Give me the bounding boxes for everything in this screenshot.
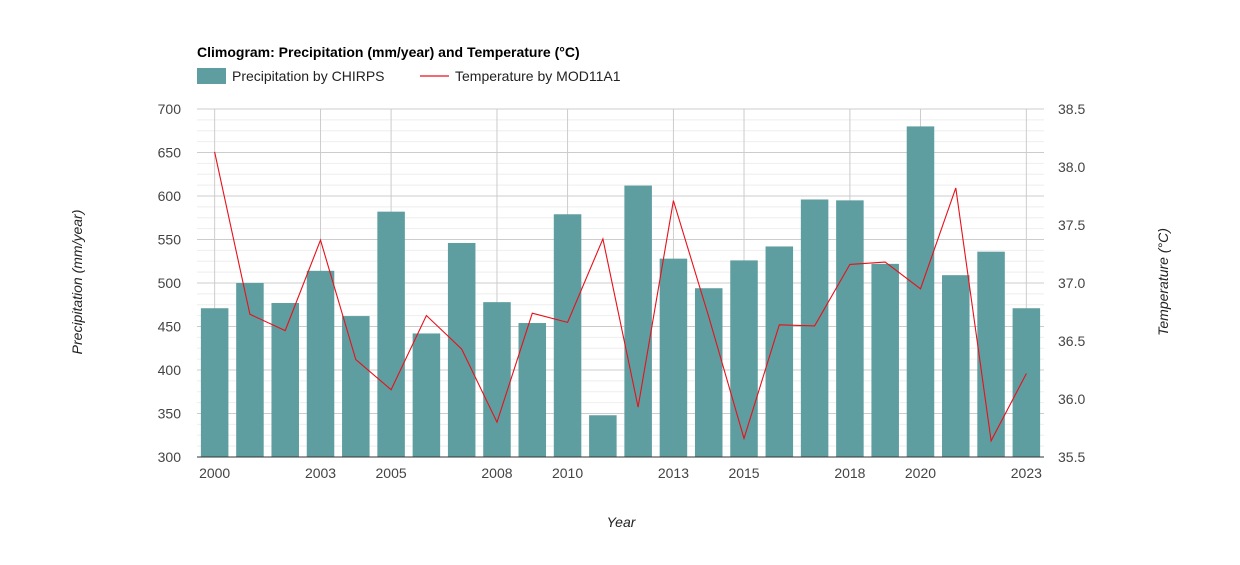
precipitation-bar: [483, 302, 511, 457]
y-axis-left-tick-label: 650: [158, 145, 182, 161]
y-axis-left-tick-label: 350: [158, 406, 182, 422]
precipitation-bar: [412, 333, 441, 457]
precipitation-bar: [1012, 308, 1041, 457]
x-axis-title: Year: [607, 514, 637, 530]
x-axis-tick-label: 2005: [376, 465, 407, 481]
temperature-line: [214, 151, 1027, 443]
precipitation-bar: [694, 288, 723, 457]
x-axis-tick-label: 2023: [1011, 465, 1042, 481]
y-axis-right-tick-label: 36.5: [1058, 333, 1085, 349]
x-axis-tick-label: 2008: [481, 465, 512, 481]
y-axis-left: 300 350 400 450 500 550 600 650 700: [158, 101, 182, 465]
temperature-series-line: [214, 151, 1027, 443]
x-axis-tick-label: 2020: [905, 465, 936, 481]
y-axis-right-tick-label: 37.5: [1058, 217, 1085, 233]
y-axis-left-tick-label: 700: [158, 101, 182, 117]
x-axis-tick-label: 2010: [552, 465, 583, 481]
precipitation-bar: [942, 275, 970, 457]
precipitation-bar: [342, 316, 370, 457]
precipitation-bar: [730, 260, 758, 457]
precipitation-bar: [518, 323, 547, 457]
y-axis-right-tick-label: 36.0: [1058, 391, 1085, 407]
y-axis-left-tick-label: 300: [158, 449, 182, 465]
precipitation-bar: [800, 199, 829, 458]
legend: Precipitation by CHIRPS Temperature by M…: [197, 68, 621, 84]
y-axis-left-tick-label: 450: [158, 319, 182, 335]
y-axis-left-tick-label: 550: [158, 232, 182, 248]
precipitation-bar: [553, 214, 582, 457]
x-axis-tick-label: 2018: [834, 465, 865, 481]
x-axis-tick-label: 2015: [728, 465, 759, 481]
precipitation-bar: [871, 263, 899, 457]
precipitation-bar: [765, 246, 794, 457]
y-axis-right-tick-label: 37.0: [1058, 275, 1085, 291]
precipitation-bar: [589, 415, 617, 457]
precipitation-bar: [659, 258, 688, 457]
y-axis-right-tick-label: 38.0: [1058, 159, 1085, 175]
precipitation-bar: [836, 200, 864, 457]
y-axis-left-tick-label: 500: [158, 275, 182, 291]
precipitation-bar: [906, 126, 935, 458]
y-axis-right: 35.5 36.0 36.5 37.0 37.5 38.0 38.5: [1058, 101, 1085, 465]
x-axis-tick-label: 2013: [658, 465, 689, 481]
precipitation-bar: [200, 308, 229, 457]
precipitation-bar: [377, 211, 405, 457]
precipitation-bar: [306, 270, 335, 457]
gridlines: [197, 108, 1044, 458]
legend-label-temperature: Temperature by MOD11A1: [455, 68, 621, 84]
y-axis-right-tick-label: 38.5: [1058, 101, 1085, 117]
precipitation-bar: [977, 251, 1005, 457]
y-axis-right-tick-label: 35.5: [1058, 449, 1085, 465]
y-axis-left-tick-label: 400: [158, 362, 182, 378]
y-axis-right-title: Temperature (°C): [1155, 228, 1171, 336]
chart-title: Climogram: Precipitation (mm/year) and T…: [197, 44, 580, 60]
x-axis-tick-label: 2003: [305, 465, 336, 481]
x-axis: 2000 2003 2005 2008 2010 2013 2015 2018 2020 2023: [197, 456, 1044, 481]
precipitation-bar: [236, 283, 264, 457]
precipitation-bar: [271, 303, 299, 457]
x-axis-tick-label: 2000: [199, 465, 230, 481]
y-axis-left-title: Precipitation (mm/year): [69, 210, 85, 355]
y-axis-left-tick-label: 600: [158, 188, 182, 204]
legend-label-precipitation: Precipitation by CHIRPS: [232, 68, 385, 84]
legend-swatch-precipitation: [197, 68, 226, 84]
precipitation-bar: [624, 185, 652, 457]
